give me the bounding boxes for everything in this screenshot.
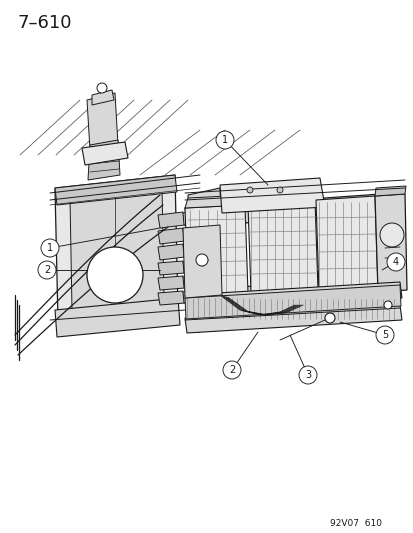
Polygon shape [183, 274, 206, 288]
Polygon shape [188, 188, 224, 322]
Circle shape [324, 313, 334, 323]
Polygon shape [70, 187, 164, 310]
Polygon shape [158, 276, 185, 290]
Text: 7–610: 7–610 [18, 14, 72, 32]
Polygon shape [88, 140, 120, 180]
Circle shape [383, 301, 391, 309]
Circle shape [247, 187, 252, 193]
Polygon shape [315, 196, 377, 292]
Circle shape [298, 366, 316, 384]
Polygon shape [55, 175, 177, 205]
Circle shape [97, 83, 107, 93]
Polygon shape [158, 244, 185, 260]
Polygon shape [247, 200, 317, 294]
Circle shape [223, 361, 240, 379]
Polygon shape [247, 192, 317, 205]
Text: 2: 2 [228, 365, 235, 375]
Polygon shape [183, 259, 206, 273]
Text: 2: 2 [44, 265, 50, 275]
Polygon shape [183, 242, 206, 257]
Polygon shape [185, 205, 247, 297]
Polygon shape [55, 298, 180, 337]
Text: 1: 1 [47, 243, 53, 253]
Circle shape [276, 187, 282, 193]
Polygon shape [92, 90, 114, 105]
Polygon shape [219, 178, 324, 213]
Polygon shape [87, 93, 118, 150]
Polygon shape [185, 285, 400, 319]
Circle shape [195, 254, 207, 266]
Polygon shape [158, 212, 185, 228]
Text: 5: 5 [381, 330, 387, 340]
Polygon shape [158, 228, 185, 244]
Polygon shape [185, 193, 397, 227]
Circle shape [216, 131, 233, 149]
Polygon shape [55, 175, 178, 322]
Circle shape [41, 239, 59, 257]
Polygon shape [185, 195, 247, 208]
Polygon shape [185, 282, 401, 311]
Polygon shape [158, 261, 185, 275]
Polygon shape [185, 278, 397, 309]
Text: 3: 3 [304, 370, 310, 380]
Text: 4: 4 [392, 257, 398, 267]
Polygon shape [183, 225, 221, 298]
Text: 1: 1 [221, 135, 228, 145]
Polygon shape [374, 194, 406, 292]
Text: 92V07  610: 92V07 610 [329, 519, 381, 528]
Polygon shape [185, 305, 401, 333]
Polygon shape [183, 226, 206, 241]
Polygon shape [82, 142, 128, 165]
Polygon shape [183, 210, 206, 225]
Circle shape [379, 223, 403, 247]
Circle shape [386, 253, 404, 271]
Polygon shape [183, 289, 206, 303]
Circle shape [38, 261, 56, 279]
Polygon shape [374, 186, 405, 196]
Circle shape [87, 247, 142, 303]
Polygon shape [158, 291, 185, 305]
Circle shape [375, 326, 393, 344]
